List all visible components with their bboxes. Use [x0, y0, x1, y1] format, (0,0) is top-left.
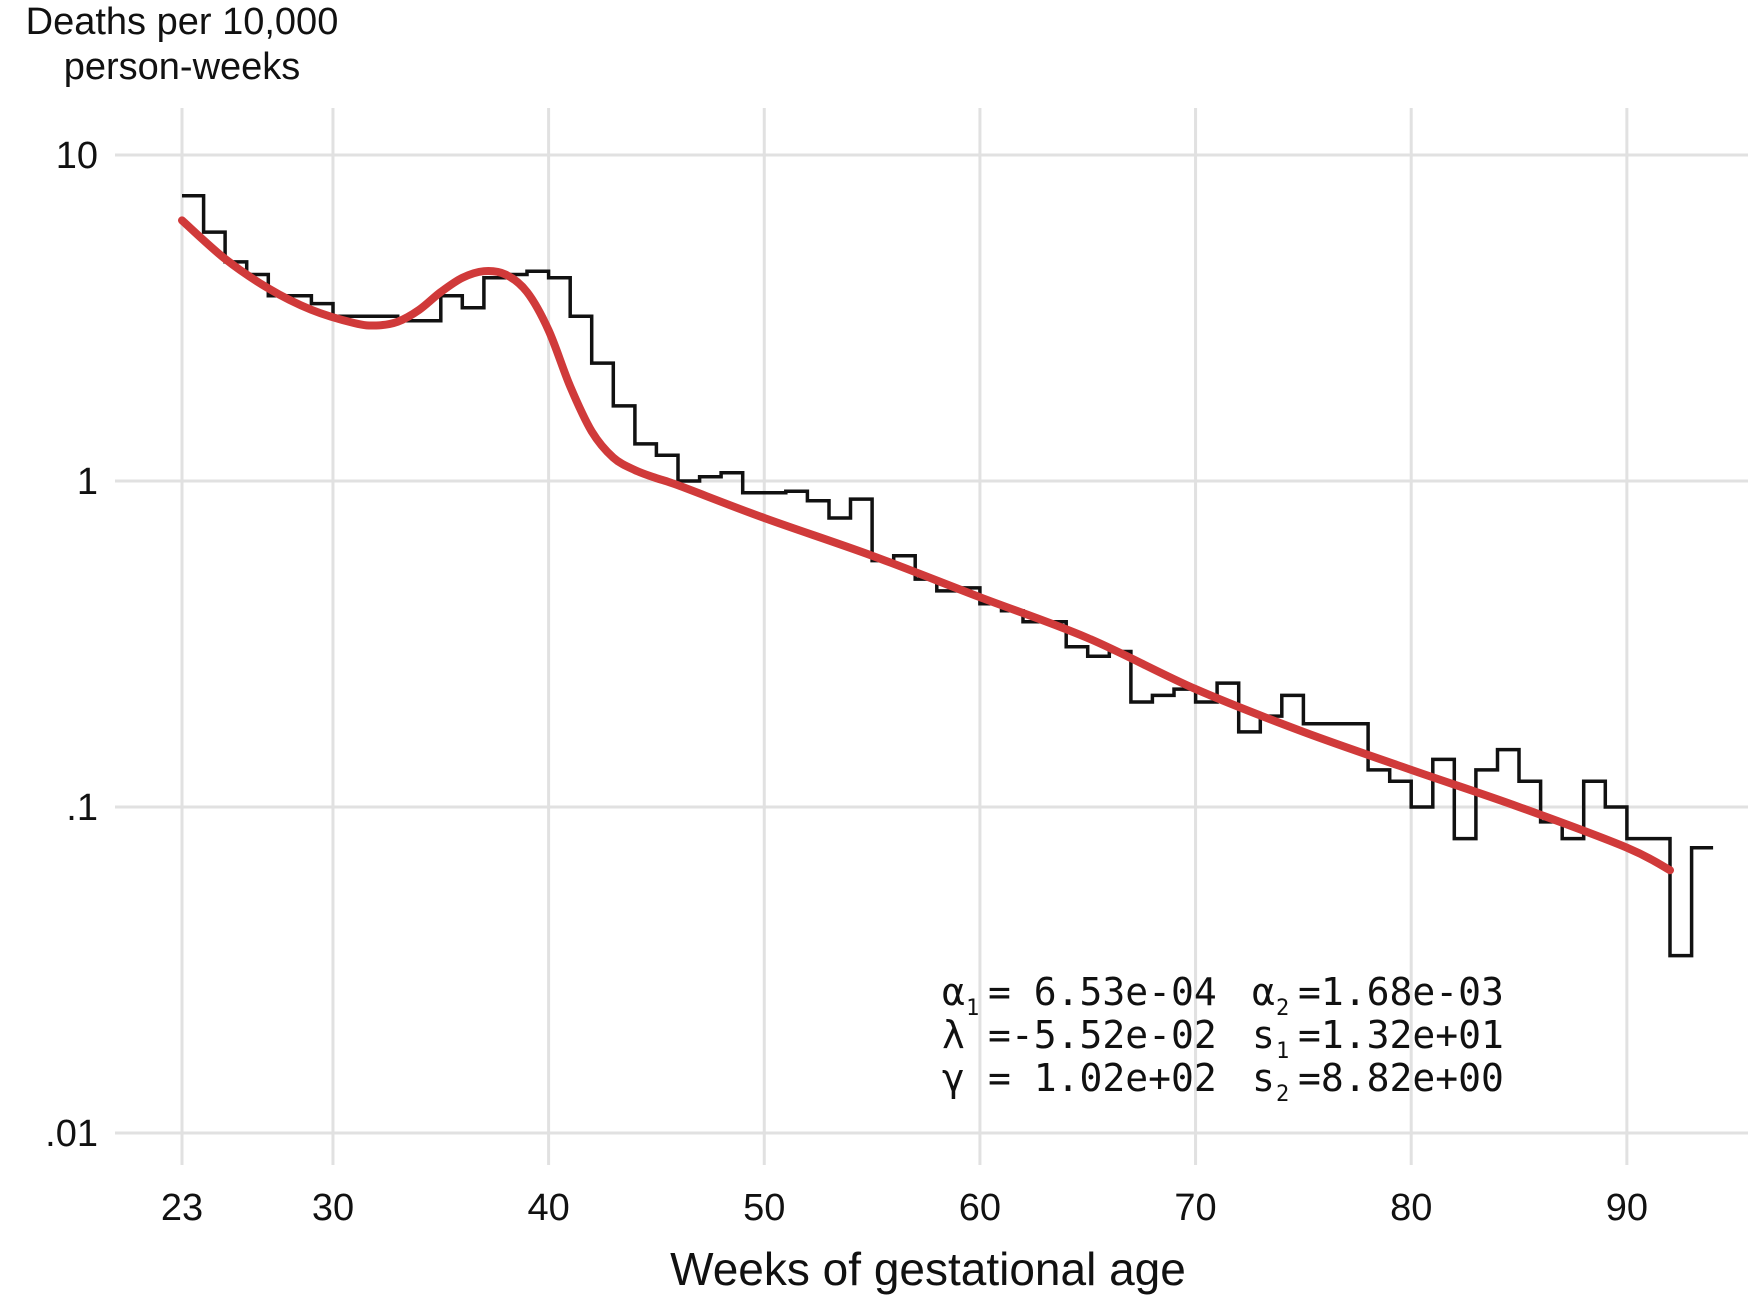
y-axis-title-line-2: person-weeks: [64, 46, 301, 88]
x-tick-label: 70: [1174, 1187, 1216, 1229]
y-axis-title: Deaths per 10,000 person-weeks: [26, 1, 339, 88]
param-value: =-5.52e-02: [988, 1013, 1217, 1057]
param-symbol: α: [942, 970, 965, 1014]
x-tick-label: 50: [743, 1187, 785, 1229]
x-tick-label: 80: [1390, 1187, 1432, 1229]
y-tick-labels: 10 1 .1 .01: [45, 135, 98, 1155]
y-axis-title-line-1: Deaths per 10,000: [26, 1, 339, 43]
param-symbol: s: [1252, 1013, 1275, 1057]
param-subscript: 2: [1276, 996, 1289, 1021]
x-tick-label: 30: [312, 1187, 354, 1229]
series: [178, 193, 1714, 958]
grid: [115, 108, 1748, 1165]
x-tick-label: 60: [959, 1187, 1001, 1229]
param-value: =1.32e+01: [1298, 1013, 1504, 1057]
param-subscript: 2: [1276, 1082, 1289, 1107]
y-tick-label: 1: [77, 461, 98, 503]
observed-rate-steps: [182, 193, 1714, 958]
fitted-curve: [178, 216, 1674, 875]
y-tick-label: 10: [56, 135, 98, 177]
x-tick-label: 23: [161, 1187, 203, 1229]
param-value: =1.68e-03: [1298, 970, 1504, 1014]
y-tick-label: .1: [66, 787, 98, 829]
param-value: = 1.02e+02: [988, 1056, 1217, 1100]
parameter-annotations: α 1 = 6.53e-04λ =-5.52e-02γ = 1.02e+02α 2 =1.6…: [942, 970, 1504, 1107]
y-tick-label: .01: [45, 1113, 98, 1155]
param-subscript: 1: [1276, 1039, 1289, 1064]
param-value: = 6.53e-04: [988, 970, 1217, 1014]
param-value: =8.82e+00: [1298, 1056, 1504, 1100]
x-tick-label: 40: [527, 1187, 569, 1229]
param-symbol: γ: [942, 1056, 965, 1100]
param-symbol: α: [1252, 970, 1275, 1014]
param-symbol: λ: [942, 1013, 965, 1057]
x-tick-labels: 23 30 40 50 60 70 80 90: [161, 1187, 1648, 1229]
x-tick-label: 90: [1606, 1187, 1648, 1229]
param-symbol: s: [1252, 1056, 1275, 1100]
x-axis-title: Weeks of gestational age: [670, 1243, 1186, 1295]
param-subscript: 1: [966, 996, 979, 1021]
